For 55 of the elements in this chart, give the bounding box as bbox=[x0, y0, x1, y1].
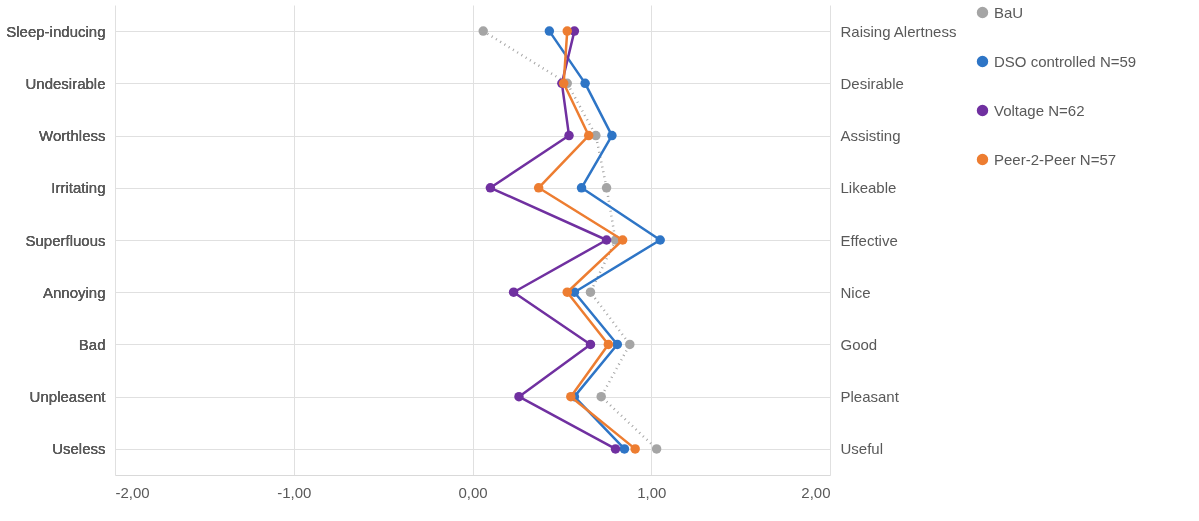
point bbox=[651, 444, 662, 454]
y2-tick-label: Desirable bbox=[840, 74, 904, 92]
point bbox=[617, 235, 628, 245]
x-tick-label: 2,00 bbox=[801, 483, 831, 501]
y2-tick-label: Raising Alertness bbox=[840, 22, 957, 40]
legend-label: Peer-2-Peer N=57 bbox=[994, 150, 1117, 168]
x-tick-label: 1,00 bbox=[637, 483, 667, 501]
point bbox=[508, 287, 519, 297]
y2-tick-label: Assisting bbox=[840, 127, 901, 145]
point bbox=[596, 391, 606, 402]
point bbox=[630, 444, 640, 454]
point bbox=[583, 130, 594, 141]
y-tick-label: Sleep-inducing bbox=[6, 22, 106, 40]
point bbox=[566, 391, 576, 402]
point bbox=[610, 444, 621, 454]
y-tick-label: Worthless bbox=[39, 127, 106, 145]
x-tick-label: 0,00 bbox=[458, 483, 488, 501]
point bbox=[619, 444, 630, 454]
y2-tick-label: Nice bbox=[840, 283, 871, 301]
point bbox=[564, 130, 574, 141]
point bbox=[585, 339, 596, 350]
point bbox=[585, 287, 596, 297]
point bbox=[576, 183, 587, 193]
point bbox=[655, 235, 665, 245]
point bbox=[580, 78, 590, 89]
legend-label: DSO controlled N=59 bbox=[994, 52, 1137, 70]
legend-label: Voltage N=62 bbox=[994, 101, 1085, 119]
y-tick-label: Undesirable bbox=[25, 74, 106, 92]
point bbox=[562, 287, 572, 297]
point bbox=[478, 26, 488, 36]
legend-label: BaU bbox=[994, 3, 1024, 21]
y-tick-label: Useless bbox=[52, 440, 106, 458]
y-tick-label: Unpleasent bbox=[29, 388, 107, 406]
y2-tick-label: Effective bbox=[840, 231, 898, 249]
y-tick-label: Superfluous bbox=[25, 231, 106, 249]
x-tick-label: -1,00 bbox=[277, 483, 312, 501]
y2-tick-label: Likeable bbox=[840, 179, 897, 197]
point bbox=[625, 339, 635, 350]
point bbox=[514, 391, 524, 402]
y2-tick-label: Good bbox=[840, 335, 878, 353]
point bbox=[544, 26, 555, 36]
y-tick-label: Bad bbox=[78, 335, 106, 353]
y2-tick-label: Pleasant bbox=[840, 388, 900, 406]
y2-tick-label: Useful bbox=[840, 440, 884, 458]
point bbox=[562, 26, 572, 36]
point bbox=[533, 183, 544, 193]
point bbox=[612, 339, 623, 350]
point bbox=[601, 183, 612, 193]
y-tick-label: Annoying bbox=[42, 283, 106, 301]
point bbox=[485, 183, 496, 193]
point bbox=[603, 339, 614, 350]
point bbox=[607, 130, 617, 141]
x-tick-label: -2,00 bbox=[115, 483, 150, 501]
point bbox=[601, 235, 612, 245]
y-tick-label: Irritating bbox=[51, 179, 106, 197]
